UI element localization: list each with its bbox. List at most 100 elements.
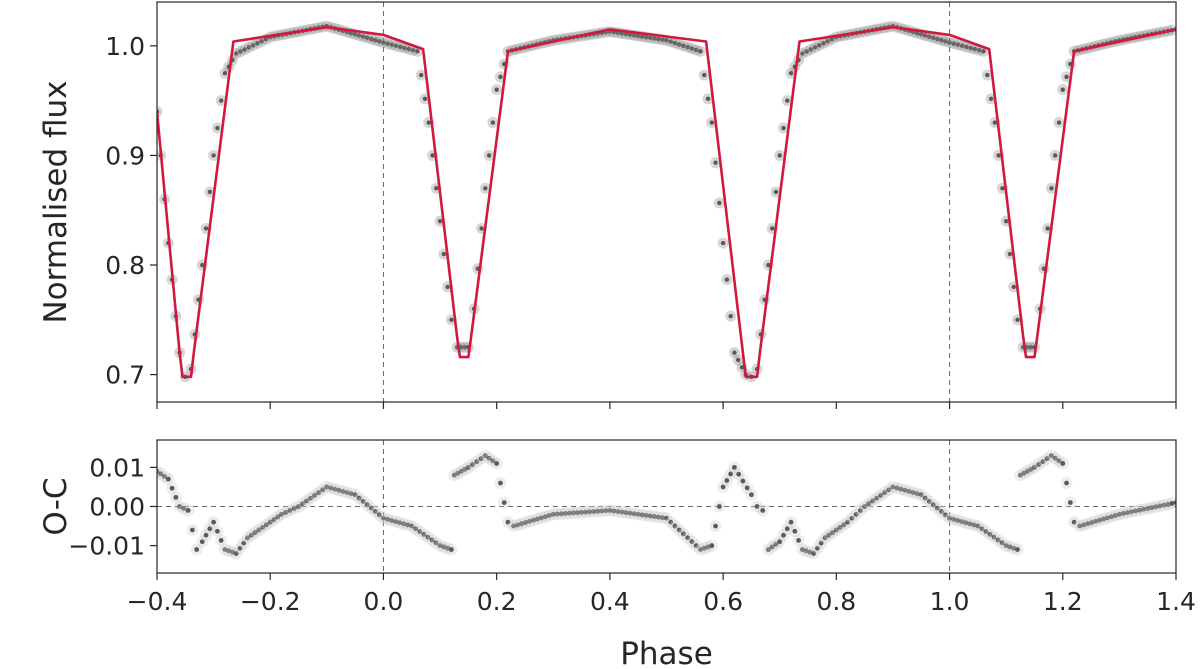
residuals-point <box>878 492 884 498</box>
observed-point <box>660 37 665 42</box>
observed-point <box>652 36 657 41</box>
light-curve-frame <box>156 1 1177 403</box>
y-tick-label: 0.9 <box>105 141 145 170</box>
residuals-point <box>332 486 338 492</box>
residuals-point <box>1093 518 1099 524</box>
residuals-point <box>1105 515 1110 521</box>
observed-point <box>685 45 690 50</box>
observed-point <box>720 240 726 246</box>
residuals-point <box>603 508 609 514</box>
residuals-point <box>421 532 427 537</box>
observed-point <box>773 189 779 195</box>
residuals-point <box>853 511 859 517</box>
observed-point <box>939 37 944 43</box>
residuals-point <box>676 527 682 533</box>
residuals-point <box>935 505 940 511</box>
residuals-point <box>599 508 605 514</box>
residuals-point <box>1113 513 1118 518</box>
observed-point <box>977 48 982 53</box>
residuals-point <box>505 519 511 525</box>
residuals-point <box>1007 544 1013 550</box>
observed-point <box>713 160 718 165</box>
observed-point <box>739 365 745 370</box>
observed-point <box>717 200 722 206</box>
residuals-point <box>1141 506 1147 512</box>
residuals-point <box>845 519 851 525</box>
observed-point <box>935 36 940 42</box>
residuals-point <box>1137 507 1143 513</box>
residuals-point <box>781 532 786 538</box>
observed-point <box>1060 87 1065 92</box>
residuals-point <box>348 491 354 497</box>
residuals-point <box>595 508 601 514</box>
residuals-point <box>607 508 613 513</box>
x-tick-label: 1.2 <box>1043 587 1083 616</box>
residuals-point <box>615 509 621 514</box>
model-line <box>157 25 1176 379</box>
residuals-point <box>233 551 239 556</box>
residuals-point <box>425 534 431 540</box>
residuals-point <box>987 532 993 537</box>
residuals-point <box>490 458 496 464</box>
residuals-point <box>486 455 492 461</box>
residuals-point <box>796 538 801 543</box>
residuals-point <box>567 510 572 516</box>
residuals-point <box>372 509 378 514</box>
residuals-point <box>784 526 790 532</box>
residuals-point <box>647 513 653 519</box>
observed-point <box>635 33 641 39</box>
residuals-point <box>546 513 552 518</box>
residuals-point <box>1101 516 1106 522</box>
residuals-point <box>1149 505 1155 511</box>
residuals-point <box>744 485 750 491</box>
residuals-point <box>542 514 548 520</box>
x-tick-label: 1.4 <box>1156 587 1196 616</box>
observed-point <box>200 262 205 268</box>
residuals-point <box>360 499 366 504</box>
residuals-point <box>713 523 718 529</box>
residuals-point <box>1071 519 1077 525</box>
y-axis-label: O-C <box>38 477 74 535</box>
observed-point <box>1049 186 1054 191</box>
residuals-point <box>245 535 250 541</box>
observed-point <box>426 120 431 125</box>
observed-point <box>430 153 435 158</box>
observed-point <box>365 35 370 41</box>
observed-point <box>766 262 771 268</box>
observed-point <box>1028 345 1033 350</box>
residuals-point <box>385 516 390 522</box>
observed-point <box>238 49 243 54</box>
residuals-point <box>799 547 805 552</box>
residuals-point <box>1165 501 1171 507</box>
residuals-point <box>248 532 254 538</box>
residuals-point <box>1067 500 1073 505</box>
observed-point <box>736 357 741 363</box>
residuals-point <box>275 514 281 520</box>
residuals-point <box>271 517 277 522</box>
residuals-point <box>304 498 310 504</box>
residuals-point <box>535 516 540 522</box>
observed-point <box>968 45 973 51</box>
residuals-panel: −0.4 −0.2 0.0 0.2 0.4 0.6 0.8 1.0 1.2 1.4 −0.01 0.0… <box>38 439 1196 669</box>
residuals-point <box>563 511 568 516</box>
residuals-point <box>478 456 484 461</box>
residuals-point <box>498 480 503 486</box>
observed-point <box>385 41 390 46</box>
observed-point <box>825 38 831 44</box>
x-axis-label: Phase <box>620 636 713 669</box>
residuals-point <box>922 495 928 501</box>
residuals-point <box>1133 508 1138 514</box>
observed-point <box>785 98 790 103</box>
observed-point <box>207 189 213 195</box>
observed-point <box>992 120 998 125</box>
residuals-point <box>866 501 872 507</box>
residuals-point <box>264 522 269 528</box>
observed-point <box>1011 284 1016 290</box>
residuals-point <box>815 545 820 551</box>
residuals-point <box>203 532 209 538</box>
residuals-point <box>377 512 382 518</box>
observed-point <box>777 153 782 158</box>
observed-point <box>373 37 378 43</box>
observed-point <box>800 51 805 56</box>
residuals-point <box>1064 480 1069 486</box>
